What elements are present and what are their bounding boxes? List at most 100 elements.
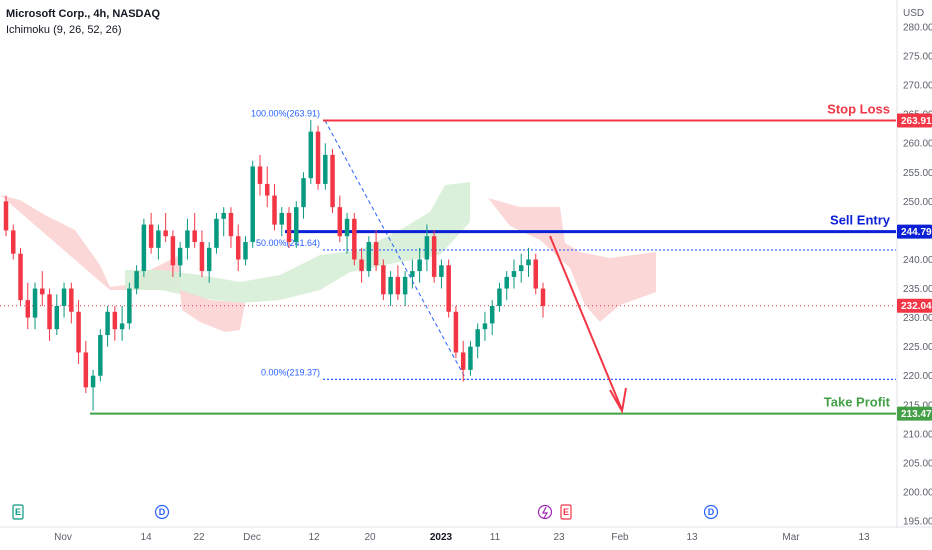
indicator-legend[interactable]: Ichimoku (9, 26, 52, 26) [6,24,122,36]
candle-body [228,212,234,237]
candle-body [32,288,38,318]
candle [468,340,473,376]
split-marker[interactable] [537,504,553,520]
candle-body [156,230,161,248]
candle-body [526,259,531,266]
candle-body [431,236,437,277]
earnings-icon [12,504,24,520]
time-tick-label: 20 [364,532,376,543]
time-tick-label: 14 [140,532,152,543]
candle-body [475,329,480,347]
candle-body [264,183,270,196]
candle [424,224,430,272]
level-name: Sell Entry [830,213,891,228]
candle [221,207,226,237]
earnings-marker[interactable]: E [12,504,24,520]
take-profit-tag-label: 213.47 [901,409,932,420]
time-tick-label: 13 [858,532,870,543]
candle [344,212,350,254]
candle-body [366,242,372,272]
candle [250,160,255,248]
candle [410,259,415,289]
candle-body [410,271,415,277]
time-axis[interactable]: Nov 14 22 Dec 12 20 2023 11 23 Feb 13 Mar 13 [0,526,932,543]
candle [32,282,38,330]
price-axis[interactable]: USD 195.00 200.00 205.00 210.00 215.00 220.00… [896,0,932,528]
candle [497,282,502,312]
candle-body [134,271,139,289]
candle-body [235,236,241,260]
candle [417,247,422,283]
candle [373,230,379,272]
earnings-icon [560,504,572,520]
price-tick-label: 260.00 [903,139,932,150]
time-tick-label: Nov [54,532,72,543]
time-tick-label: Dec [243,532,261,543]
candle-body [330,154,335,208]
candle [69,282,74,324]
candle [243,236,248,266]
candle [453,305,459,359]
candle-body [402,276,408,295]
candle-body [243,242,248,260]
candle-body [294,207,299,243]
cloud-segment [180,290,245,332]
price-tick-label: 230.00 [903,313,932,324]
candle-body [250,166,255,243]
candle-body [446,265,451,312]
earnings-marker[interactable]: E [560,504,572,520]
candle [98,329,103,382]
candle [199,230,205,277]
dividend-marker[interactable]: D [154,504,170,520]
candle-body [199,242,205,272]
candle-body [185,230,190,248]
candle [279,207,285,237]
time-tick-label: 12 [308,532,320,543]
candle-body [3,201,9,231]
time-tick-label: 11 [490,532,501,543]
candle-body [25,300,31,318]
candle [192,212,197,248]
candle [359,247,364,283]
candle-body [381,265,386,295]
candle-body [323,154,328,184]
candle-body [11,230,16,254]
candle-body [518,265,524,272]
candle-body [308,131,314,179]
candle-body [69,288,74,312]
candle-body [163,230,168,237]
candle [402,271,408,306]
cloud-segment [125,182,470,303]
candle-body [489,305,495,324]
candle-body [540,288,546,306]
take-profit-tag [897,406,932,421]
price-axis-unit: USD [903,8,924,19]
candle-body [177,247,183,266]
candle [272,183,277,231]
price-tick-label: 240.00 [903,255,932,266]
dividend-marker[interactable]: D [703,504,719,520]
candle-body [18,253,23,301]
dividend-icon [703,504,719,520]
candle-body [192,230,197,243]
time-tick-label: Mar [782,532,800,543]
time-tick-label: 13 [686,532,698,543]
candle [235,224,241,272]
candle [148,212,154,254]
symbol-title[interactable]: Microsoft Corp., 4h, NASDAQ [6,8,161,20]
candle-body [439,265,444,277]
candle [301,172,306,219]
candle [105,305,110,347]
candle [163,212,168,243]
candle [526,247,531,277]
time-tick-label: Feb [611,532,629,543]
candle [388,271,393,306]
level-name: Stop Loss [827,102,890,117]
candle [511,259,517,289]
candle-body [286,212,292,243]
price-tick-label: 235.00 [903,284,932,295]
fib-level-label: 0.00%(219.37) [261,367,320,377]
candle [381,259,386,301]
